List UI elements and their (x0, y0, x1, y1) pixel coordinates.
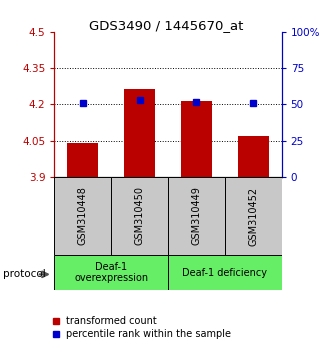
Text: GSM310452: GSM310452 (248, 186, 258, 246)
Text: GDS3490 / 1445670_at: GDS3490 / 1445670_at (89, 19, 244, 33)
Bar (54, 255, 168, 290)
Text: protocol: protocol (3, 269, 46, 279)
Text: Deaf-1
overexpression: Deaf-1 overexpression (74, 262, 148, 284)
Bar (111, 177, 168, 255)
Text: GSM310449: GSM310449 (191, 187, 201, 245)
Bar (54, 177, 111, 255)
Bar (168, 255, 282, 290)
Bar (124, 89, 155, 177)
Bar (181, 101, 212, 177)
Text: percentile rank within the sample: percentile rank within the sample (66, 329, 231, 339)
Bar (67, 143, 99, 177)
Bar (237, 136, 269, 177)
Bar (225, 177, 282, 255)
Bar (168, 177, 225, 255)
Text: transformed count: transformed count (66, 316, 156, 326)
Text: GSM310450: GSM310450 (135, 187, 145, 245)
Text: Deaf-1 deficiency: Deaf-1 deficiency (182, 268, 267, 278)
Text: GSM310448: GSM310448 (78, 187, 88, 245)
